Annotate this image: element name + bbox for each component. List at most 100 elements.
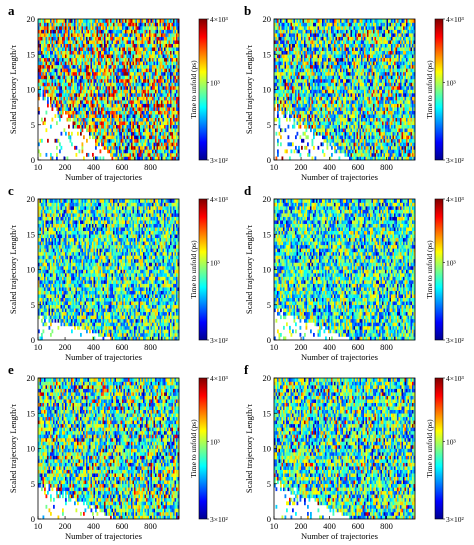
heatmap-cell xyxy=(322,103,324,108)
heatmap-cell xyxy=(158,22,160,27)
heatmap-cell xyxy=(108,78,111,83)
heatmap-cell xyxy=(90,43,93,48)
heatmap-cell xyxy=(158,40,160,44)
heatmap-cell xyxy=(328,61,330,66)
heatmap-cell xyxy=(102,33,105,37)
heatmap-cell xyxy=(296,78,299,83)
heatmap-cell xyxy=(114,47,117,52)
heatmap-cell xyxy=(84,29,87,34)
heatmap-cell xyxy=(117,107,120,111)
heatmap-cell xyxy=(174,100,177,104)
heatmap-cell xyxy=(54,26,57,30)
heatmap-cell xyxy=(149,19,151,23)
heatmap-cell xyxy=(41,40,43,44)
heatmap-cell xyxy=(45,61,48,66)
heatmap-cell xyxy=(340,54,342,59)
heatmap-cell xyxy=(44,43,46,48)
heatmap-cell xyxy=(281,78,284,83)
heatmap-cell xyxy=(102,82,105,87)
heatmap-cell xyxy=(313,64,315,69)
heatmap-cell xyxy=(57,114,60,118)
heatmap-cell xyxy=(48,26,51,30)
heatmap-cell xyxy=(83,75,85,80)
heatmap-cell xyxy=(44,117,46,122)
heatmap-cell xyxy=(59,100,61,104)
heatmap-cell xyxy=(292,26,294,30)
heatmap-cell xyxy=(155,103,157,108)
heatmap-cell xyxy=(317,68,320,73)
heatmap-cell xyxy=(314,43,317,48)
heatmap-cell xyxy=(116,117,118,122)
heatmap-cell xyxy=(84,33,87,37)
heatmap-cell xyxy=(116,26,118,30)
heatmap-cell xyxy=(329,156,332,161)
heatmap-cell xyxy=(113,85,115,90)
heatmap-cell xyxy=(319,131,321,136)
heatmap-cell xyxy=(308,103,311,108)
heatmap-cell xyxy=(170,40,172,44)
heatmap-cell xyxy=(149,85,151,90)
heatmap-cell xyxy=(56,26,58,30)
heatmap-cell xyxy=(138,82,141,87)
heatmap-cell xyxy=(152,93,154,97)
heatmap-cell xyxy=(337,117,339,122)
heatmap-cell xyxy=(114,36,117,41)
heatmap-cell xyxy=(143,50,145,55)
heatmap-cell xyxy=(114,107,117,111)
heatmap-cell xyxy=(72,61,75,66)
heatmap-cell xyxy=(99,33,102,37)
heatmap-cell xyxy=(135,103,138,108)
heatmap-cell xyxy=(299,152,302,157)
heatmap-cell xyxy=(326,110,329,115)
heatmap-cell xyxy=(334,47,336,52)
heatmap-cell xyxy=(87,114,90,118)
heatmap-cell xyxy=(176,121,178,126)
heatmap-cell xyxy=(320,89,323,94)
heatmap-cell xyxy=(325,50,327,55)
heatmap-cell xyxy=(296,54,299,59)
heatmap-cell xyxy=(299,107,302,111)
heatmap-cell xyxy=(149,138,151,143)
heatmap-cell xyxy=(90,82,93,87)
heatmap-cell xyxy=(144,110,147,115)
heatmap-cell xyxy=(98,47,100,52)
heatmap-cell xyxy=(326,135,329,140)
heatmap-cell xyxy=(338,107,341,111)
heatmap-cell xyxy=(164,54,166,59)
heatmap-cell xyxy=(174,26,177,30)
heatmap-cell xyxy=(105,107,108,111)
heatmap-cell xyxy=(98,138,100,143)
heatmap-cell xyxy=(62,78,64,83)
heatmap-cell xyxy=(313,29,315,34)
heatmap-cell xyxy=(283,107,285,111)
heatmap-cell xyxy=(77,68,79,73)
heatmap-cell xyxy=(277,78,279,83)
heatmap-cell xyxy=(57,22,60,27)
heatmap-cell xyxy=(162,100,165,104)
heatmap-cell xyxy=(44,78,46,83)
heatmap-cell xyxy=(171,71,174,76)
heatmap-cell xyxy=(316,75,318,80)
heatmap-cell xyxy=(174,110,177,115)
heatmap-cell xyxy=(111,43,114,48)
heatmap-cell xyxy=(150,33,153,37)
heatmap-cell xyxy=(162,29,165,34)
heatmap-cell xyxy=(137,43,139,48)
heatmap-cell xyxy=(320,36,323,41)
heatmap-cell xyxy=(83,29,85,34)
heatmap-cell xyxy=(335,71,338,76)
heatmap-cell xyxy=(338,156,341,161)
heatmap-cell xyxy=(290,149,293,154)
heatmap-cell xyxy=(162,36,165,41)
heatmap-cell xyxy=(141,82,144,87)
heatmap-cell xyxy=(56,93,58,97)
heatmap-cell xyxy=(140,64,142,69)
heatmap-cell xyxy=(87,64,90,69)
heatmap-cell xyxy=(301,68,303,73)
heatmap-cell xyxy=(319,71,321,76)
heatmap-cell xyxy=(176,145,178,150)
heatmap-cell xyxy=(310,22,312,27)
heatmap-cell xyxy=(164,29,166,34)
heatmap-cell xyxy=(162,142,165,147)
heatmap-cell xyxy=(110,57,112,62)
